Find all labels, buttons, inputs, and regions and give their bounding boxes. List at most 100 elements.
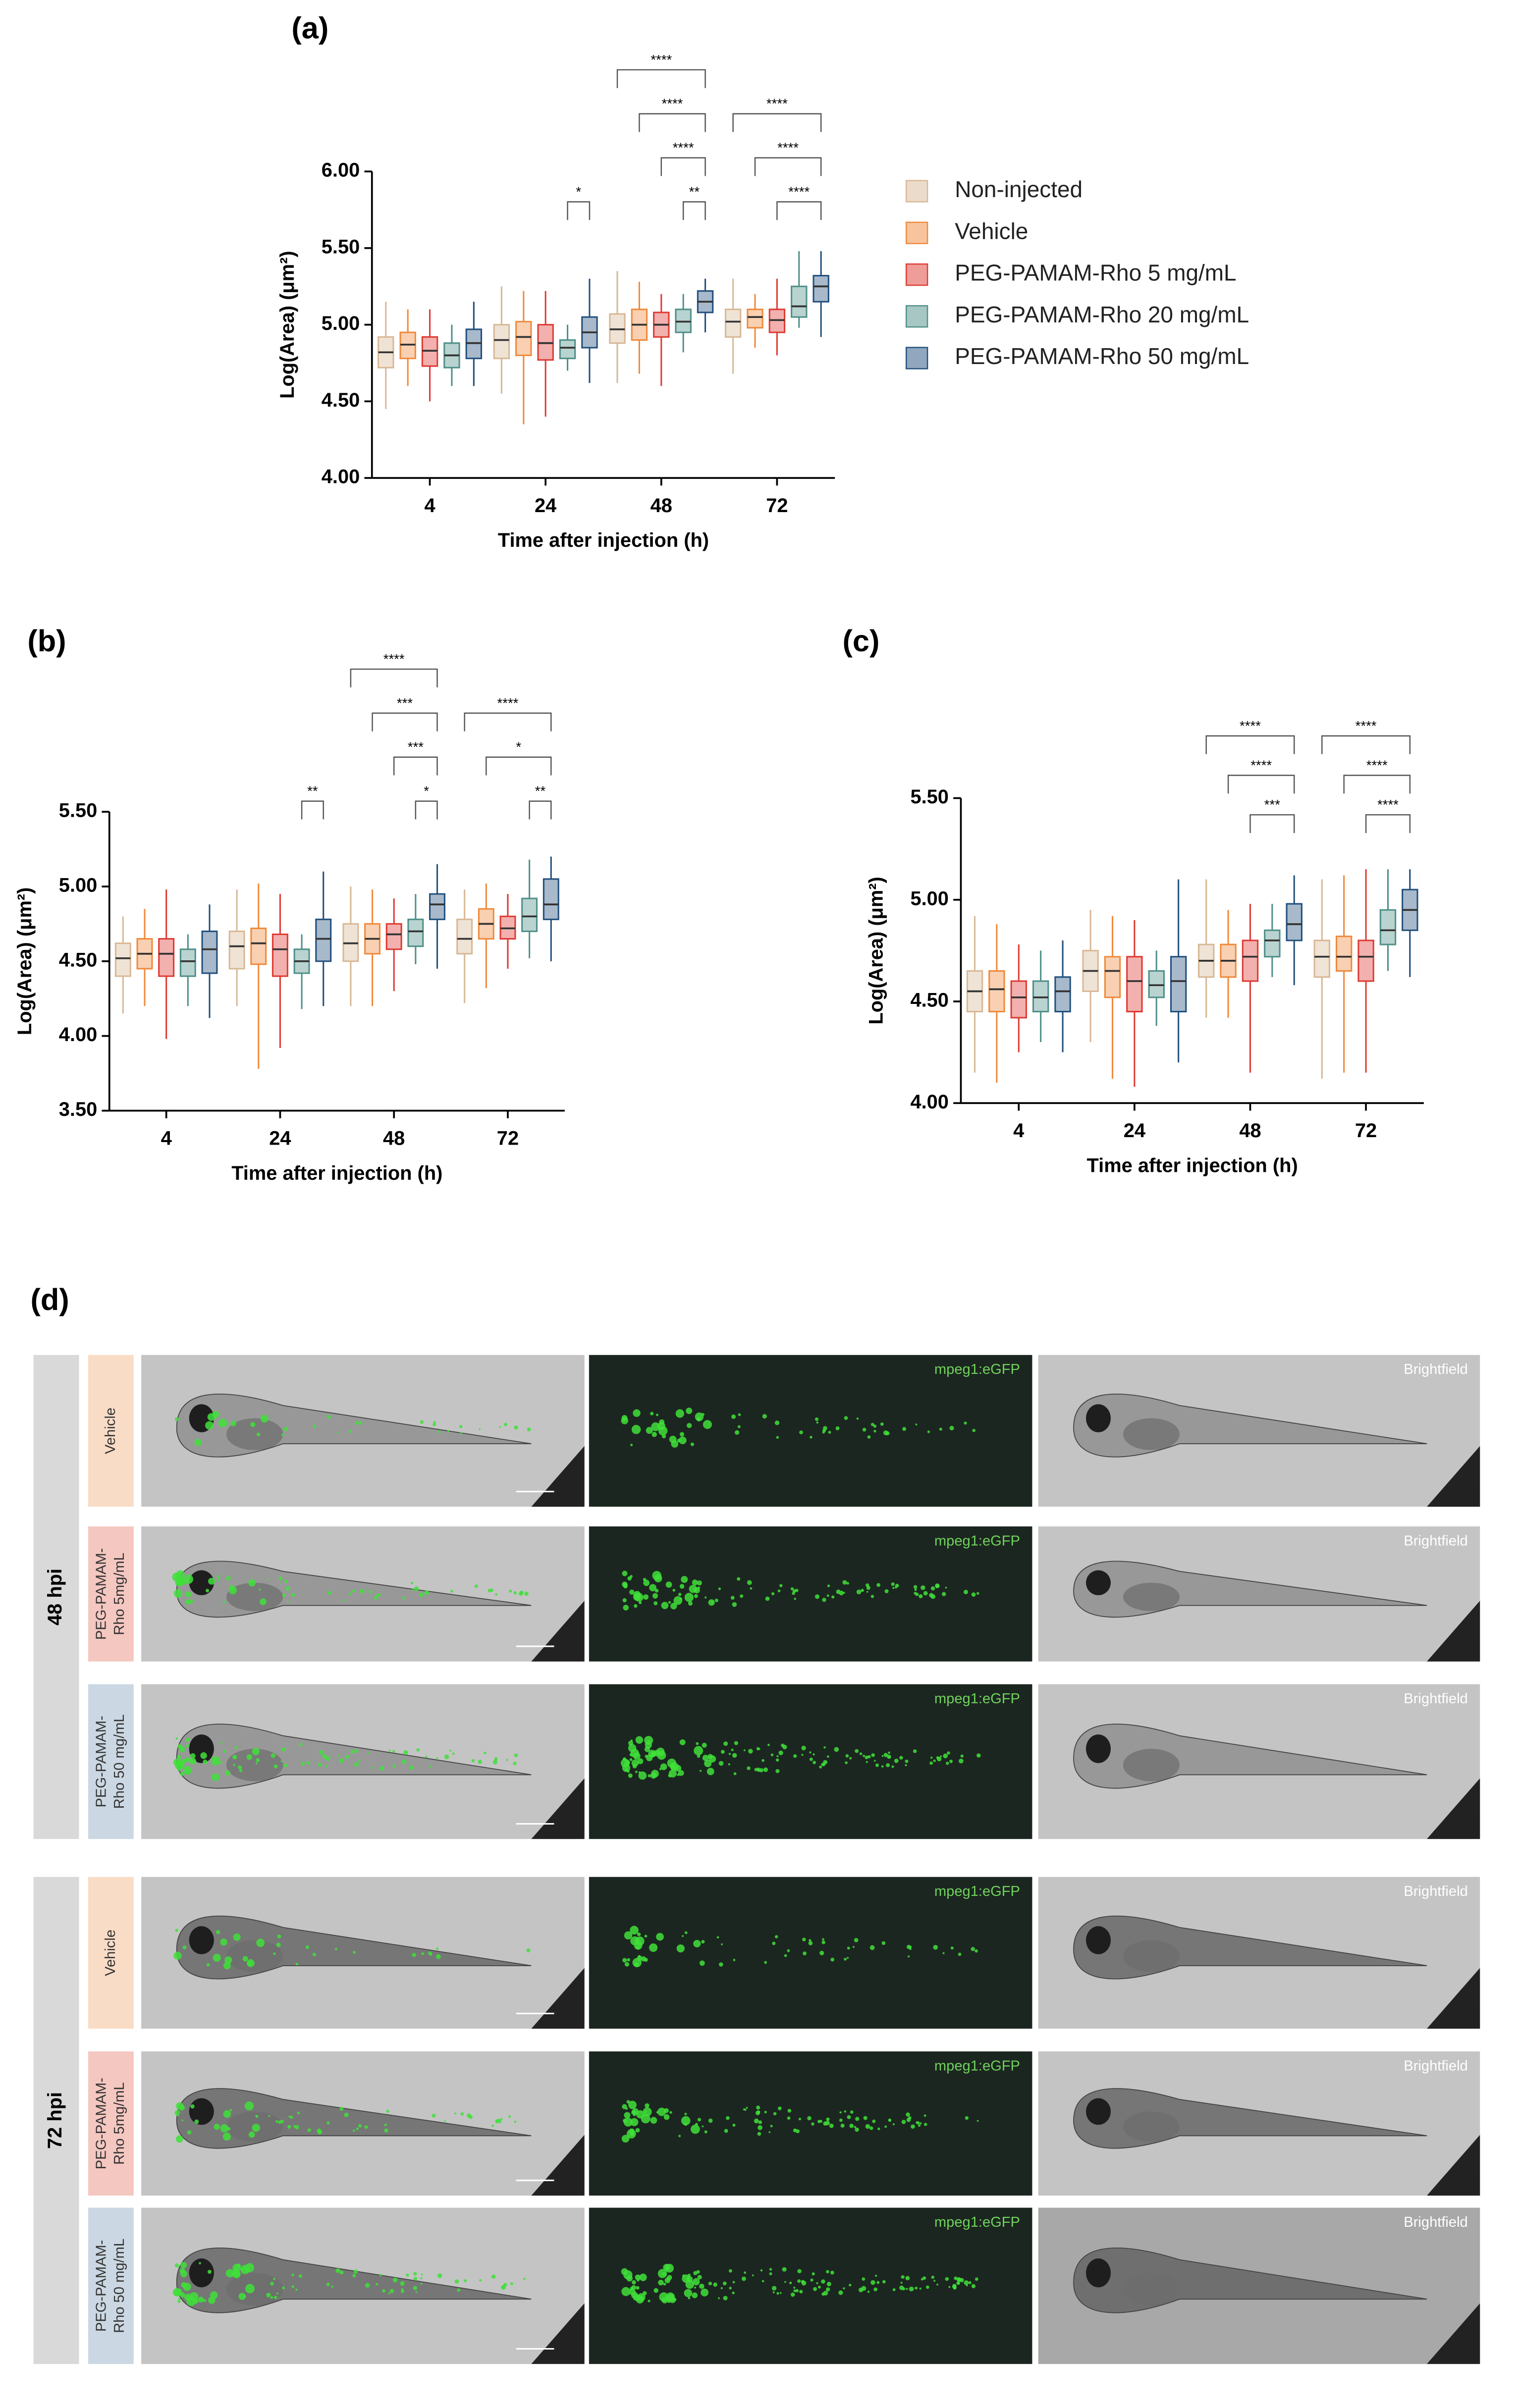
gfp-signal — [915, 2286, 918, 2290]
y-tick-label: 4.50 — [59, 949, 97, 971]
gfp-signal — [668, 1774, 672, 1778]
gfp-signal — [795, 1588, 799, 1592]
gfp-signal — [228, 1586, 237, 1595]
gfp-signal — [339, 2106, 344, 2111]
gfp-signal — [637, 1932, 641, 1937]
gfp-signal — [667, 1758, 677, 1768]
gfp-signal — [855, 2117, 860, 2121]
gfp-signal — [471, 1759, 475, 1763]
significance-bracket — [1227, 775, 1295, 794]
gfp-signal — [895, 1583, 899, 1588]
gfp-signal — [669, 2111, 672, 2114]
gfp-signal — [198, 2297, 204, 2303]
gfp-signal — [829, 2123, 834, 2128]
gfp-signal — [827, 1755, 829, 1758]
gfp-signal — [757, 2110, 760, 2114]
gfp-signal — [434, 1421, 436, 1423]
gfp-signal — [694, 1594, 698, 1598]
gfp-signal — [954, 2276, 958, 2280]
gfp-signal — [836, 1589, 841, 1594]
gfp-signal — [631, 1759, 639, 1767]
gfp-signal — [679, 1436, 687, 1444]
gfp-signal — [915, 1423, 918, 1426]
gfp-signal — [478, 1760, 482, 1764]
gfp-signal — [731, 1414, 736, 1419]
gfp-signal — [708, 2118, 713, 2123]
legend-swatch — [905, 263, 928, 286]
gfp-signal — [754, 2118, 759, 2124]
gfp-signal — [527, 1427, 531, 1432]
gfp-signal — [728, 1753, 731, 1755]
channel-label: mpeg1:eGFP — [934, 1884, 1020, 1899]
x-axis-title: Time after injection (h) — [231, 1162, 442, 1184]
gfp-signal — [248, 2131, 255, 2138]
gfp-signal — [416, 1748, 420, 1752]
gfp-signal — [681, 1575, 688, 1583]
image-corner — [1427, 1778, 1480, 1839]
gfp-signal — [635, 1736, 644, 1744]
gfp-signal — [810, 1436, 813, 1439]
image-corner — [1427, 2135, 1480, 2196]
gfp-signal — [273, 2278, 276, 2280]
gfp-signal — [348, 1592, 352, 1596]
gfp-signal — [684, 2123, 687, 2126]
gfp-signal — [622, 1757, 627, 1761]
gfp-signal — [217, 1578, 220, 1581]
gfp-signal — [641, 2114, 651, 2124]
gfp-signal — [673, 1596, 683, 1605]
gfp-signal — [622, 1764, 631, 1772]
gfp-signal — [374, 1596, 378, 1600]
gfp-signal — [459, 1425, 463, 1428]
gfp-signal — [469, 2115, 473, 2119]
gfp-signal — [220, 1938, 227, 1946]
gfp-signal — [216, 1930, 220, 1935]
gfp-signal — [180, 2270, 188, 2278]
gfp-signal — [816, 1421, 819, 1424]
gfp-signal — [813, 2287, 817, 2291]
larva-eye — [1085, 2098, 1111, 2125]
gfp-signal — [242, 1956, 248, 1962]
significance-bracket — [301, 800, 324, 820]
gfp-signal — [777, 1589, 781, 1593]
gfp-signal — [675, 1409, 684, 1418]
gfp-signal — [842, 1580, 847, 1585]
gfp-signal — [173, 1589, 183, 1598]
gfp-signal — [275, 2120, 278, 2123]
image-corner — [1427, 2303, 1480, 2364]
gfp-signal — [185, 1738, 189, 1742]
significance-bracket — [616, 69, 706, 88]
significance-label: ** — [307, 784, 318, 799]
gfp-signal — [345, 1755, 349, 1759]
y-tick-label: 4.50 — [322, 389, 360, 411]
significance-bracket — [529, 800, 552, 820]
larva-yolk — [1123, 1582, 1180, 1611]
gfp-signal — [199, 2262, 201, 2264]
gfp-signal — [744, 2271, 747, 2274]
gfp-signal — [295, 2288, 298, 2291]
gfp-signal — [356, 2127, 359, 2130]
row-label-box — [88, 2051, 134, 2196]
gfp-signal — [234, 1746, 238, 1749]
gfp-signal — [378, 1593, 381, 1597]
gfp-signal — [866, 1761, 868, 1763]
channel-label: mpeg1:eGFP — [934, 1533, 1020, 1549]
gfp-signal — [772, 1941, 776, 1945]
larva-eye — [1085, 1404, 1111, 1432]
gfp-signal — [276, 1942, 281, 1947]
significance-label: ** — [535, 784, 546, 799]
gfp-signal — [402, 1759, 407, 1764]
gfp-signal — [797, 2279, 801, 2283]
significance-bracket — [464, 712, 552, 732]
gfp-signal — [281, 1433, 284, 1437]
box — [1242, 940, 1259, 982]
gfp-signal — [491, 2124, 494, 2127]
image-panel — [589, 1877, 1032, 2029]
gfp-signal — [633, 1409, 641, 1417]
gfp-signal — [632, 2280, 636, 2285]
gfp-signal — [909, 1945, 912, 1948]
gfp-signal — [659, 2292, 669, 2302]
larva-yolk — [226, 1418, 283, 1450]
row-label: PEG-PAMAM- Rho 50 mg/mL — [93, 2239, 127, 2333]
legend-swatch — [905, 180, 928, 203]
